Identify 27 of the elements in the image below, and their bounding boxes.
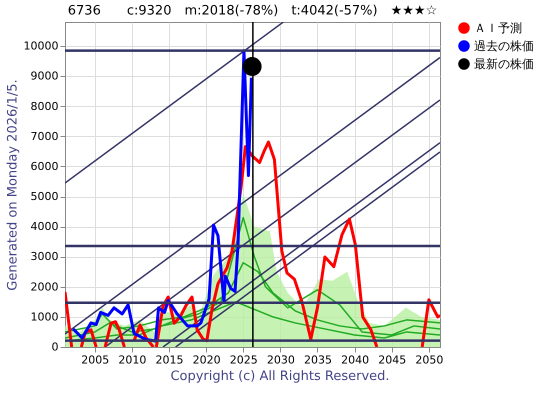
- x-tick-label: 2040: [341, 354, 370, 366]
- y-tick-label: 9000: [30, 70, 58, 83]
- y-tick-label: 10000: [24, 40, 58, 53]
- y-tick-label: 1000: [30, 310, 58, 324]
- legend-label: ＡＩ予測: [474, 21, 522, 35]
- legend-label: 過去の株価: [474, 39, 534, 53]
- y-tick-label: 5000: [30, 190, 58, 204]
- x-tick-label: 2035: [304, 354, 332, 366]
- x-tick-label: 2030: [266, 354, 295, 366]
- chart-title: 6736 c:9320 m:2018(-78%) t:4042(-57%) ★★★☆: [68, 3, 438, 18]
- y-tick-label: 0: [52, 340, 58, 354]
- y-axis-title: Generated on Monday 2026/1/5.: [6, 79, 21, 291]
- y-tick-label: 2000: [30, 280, 58, 294]
- x-tick-label: 2025: [230, 354, 258, 366]
- x-tick-label: 2005: [81, 354, 110, 366]
- y-tick-label: 4000: [30, 220, 58, 234]
- y-tick-label: 6000: [30, 160, 58, 173]
- y-tick-label: 7000: [30, 130, 58, 143]
- x-tick-label: 2010: [118, 354, 146, 366]
- x-tick-label: 2050: [415, 354, 444, 366]
- x-tick-label: 2015: [155, 354, 184, 366]
- x-tick-label: 2045: [378, 354, 406, 366]
- y-tick-label: 8000: [30, 100, 58, 113]
- x-tick-label: 2020: [192, 354, 221, 366]
- y-tick-label: 3000: [30, 250, 58, 264]
- text: Copyright (c) All Rights Reserved.: [169, 369, 391, 384]
- legend-label: 最新の株価: [474, 57, 534, 71]
